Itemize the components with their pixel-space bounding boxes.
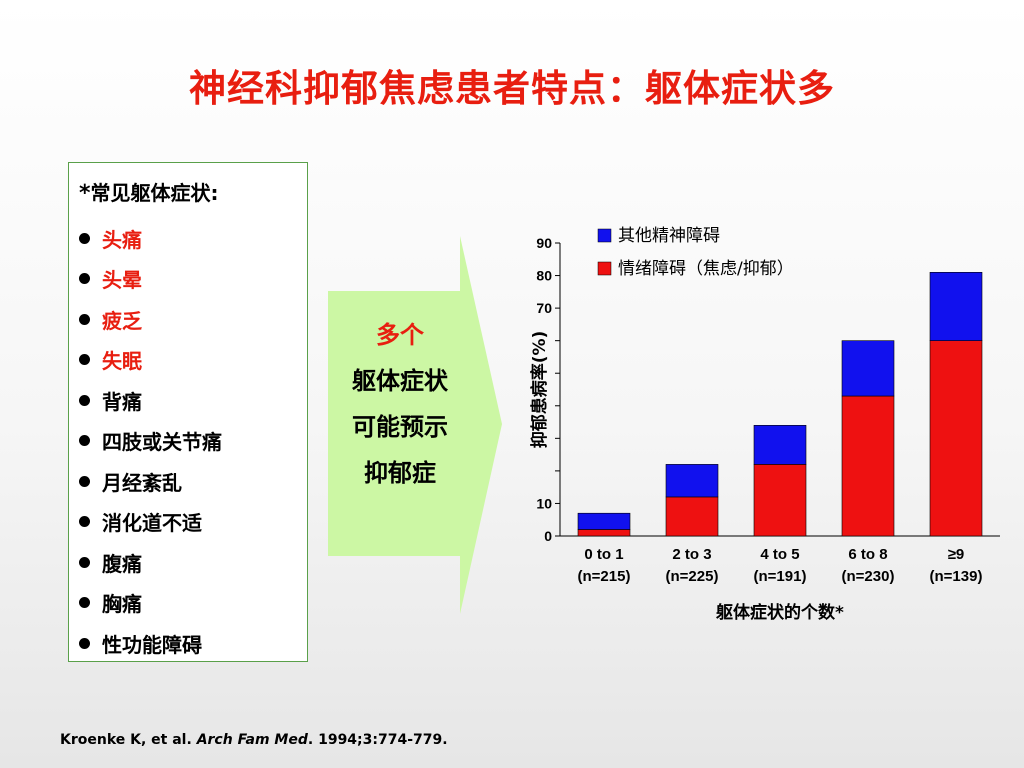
bar-mood-disorder-4 [929,340,983,537]
symptom-label: 腹痛 [102,551,142,576]
x-tick-label: 4 to 5 [760,546,799,563]
y-tick-label: 10 [536,495,552,511]
symptom-item: 腹痛 [79,542,222,583]
legend-label: 情绪障碍（焦虑/抑郁） [618,259,794,279]
arrow-polygon [328,236,502,614]
symptom-item: 背痛 [79,380,222,421]
heading-text: 常见躯体症状: [90,181,219,205]
bar-other-psych-4 [929,271,983,341]
arrow-line-2: 躯体症状 [352,367,448,395]
bullet-icon [79,597,90,609]
citation: Kroenke K, et al. Arch Fam Med. 1994;3:7… [60,732,448,748]
symptom-label: 疲乏 [102,308,142,333]
x-tick-label: (n=215) [578,568,631,585]
citation-journal: Arch Fam Med [196,732,308,748]
symptom-item: 疲乏 [79,299,222,340]
x-tick-label: (n=225) [666,568,719,585]
arrow-line-3: 可能预示 [352,413,448,441]
symptom-label: 背痛 [102,389,142,414]
symptom-item: 头痛 [79,218,222,259]
bar-other-psych-0 [577,512,631,530]
arrow-line-1: 多个 [376,321,424,349]
symptom-label: 头晕 [102,268,142,293]
asterisk: * [79,181,91,206]
bullet-icon [79,475,90,487]
bar-other-psych-2 [753,425,807,465]
slide-title: 神经科抑郁焦虑患者特点：躯体症状多 [189,67,835,110]
symptom-label: 胸痛 [102,592,142,617]
bullet-icon [79,313,90,325]
symptom-item: 头晕 [79,259,222,300]
y-tick-label: 90 [536,235,552,251]
bar-mood-disorder-2 [753,464,807,537]
bullet-icon [79,354,90,366]
x-tick-label: 2 to 3 [672,546,711,563]
arrow-text: 多个 躯体症状 可能预示 抑郁症 [330,312,470,496]
symptom-item: 性功能障碍 [79,623,222,664]
bar-mood-disorder-3 [841,395,895,537]
symptom-label: 月经紊乱 [102,470,182,495]
x-tick-label: (n=191) [754,568,807,585]
citation-rest: . 1994;3:774-779. [307,732,448,748]
bar-mood-disorder-0 [577,529,631,537]
bullet-icon [79,394,90,406]
bullet-icon [79,556,90,568]
symptom-label: 性功能障碍 [102,632,202,657]
symptom-box-heading: *常见躯体症状: [79,177,219,206]
legend-swatch [597,261,612,276]
x-tick-label: (n=230) [842,568,895,585]
arrow-line-4: 抑郁症 [364,459,436,487]
symptom-item: 月经紊乱 [79,461,222,502]
bullet-icon [79,516,90,528]
symptom-list-box: *常见躯体症状: 头痛头晕疲乏失眠背痛四肢或关节痛 月经紊乱消化道不适腹痛胸痛性功… [68,162,308,662]
symptom-label: 四肢或关节痛 [102,430,222,455]
bar-other-psych-1 [665,464,719,498]
x-axis-title: 躯体症状的个数* [715,602,844,623]
legend-label: 其他精神障碍 [618,226,720,246]
legend-swatch [597,228,612,243]
symptom-item: 四肢或关节痛 [79,421,222,462]
citation-authors: Kroenke K, et al. [60,732,197,748]
symptom-label: 失眠 [102,349,142,374]
x-tick-label: ≥9 [948,546,965,563]
symptom-item: 胸痛 [79,583,222,624]
bullet-icon [79,273,90,285]
bar-other-psych-3 [841,340,895,397]
bar-mood-disorder-1 [665,496,719,537]
arrow-shape [328,236,502,614]
symptom-label: 头痛 [102,227,142,252]
x-tick-label: 6 to 8 [848,546,887,563]
bullet-icon [79,637,90,649]
symptom-list: 头痛头晕疲乏失眠背痛四肢或关节痛 月经紊乱消化道不适腹痛胸痛性功能障碍 [79,218,222,664]
y-tick-label: 0 [544,528,552,544]
y-tick-label: 80 [536,268,552,284]
symptom-label: 消化道不适 [102,511,202,536]
x-tick-label: 0 to 1 [584,546,623,563]
y-axis-title: 抑郁患病率(%) [529,331,550,449]
stacked-bar-chart: 0 10 70 80 90 抑郁患病率(%) 0 to 1 (n=215) 2 to 3 (n=2… [529,226,1000,623]
symptom-item: 失眠 [79,340,222,381]
bullet-icon [79,232,90,244]
x-tick-label: (n=139) [930,568,983,585]
bullet-icon [79,435,90,447]
symptom-item: 消化道不适 [79,502,222,543]
y-tick-label: 70 [536,300,552,316]
